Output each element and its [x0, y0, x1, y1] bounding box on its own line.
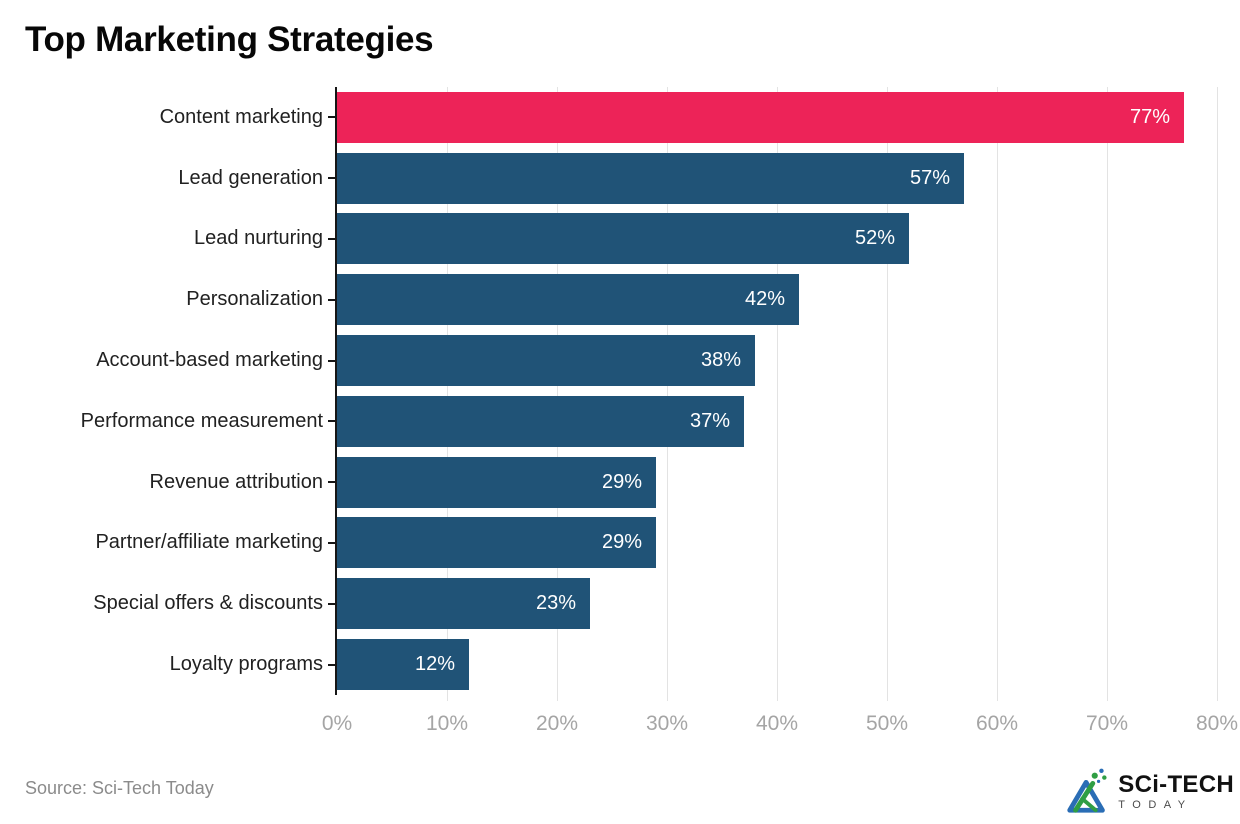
scitech-logo-text: SCi-TECH TODAY	[1118, 773, 1234, 811]
category-label: Lead generation	[178, 166, 323, 189]
category-label: Performance measurement	[80, 409, 323, 432]
x-tick-label: 0%	[321, 712, 353, 735]
source-caption: Source: Sci-Tech Today	[25, 778, 214, 798]
bar: 52%	[337, 213, 909, 265]
bar-row: Personalization 42%	[0, 269, 1217, 330]
x-tick-label: 70%	[1085, 712, 1129, 735]
value-label: 12%	[414, 653, 455, 676]
category-label: Content marketing	[159, 105, 323, 128]
value-label: 37%	[689, 409, 730, 432]
bar-row: Lead generation 57%	[0, 148, 1217, 209]
bar-row: Content marketing 77%	[0, 87, 1217, 148]
bar: 77%	[337, 91, 1184, 143]
bar-row: Loyalty programs 12%	[0, 634, 1217, 695]
x-tick-label: 30%	[645, 712, 689, 735]
y-axis-tick	[328, 177, 335, 180]
plot-grid	[337, 87, 1218, 701]
bar-track: 29%	[337, 452, 1217, 513]
category-label: Partner/affiliate marketing	[95, 531, 323, 554]
bar: 37%	[337, 395, 744, 447]
category-label: Lead nurturing	[194, 227, 323, 250]
bar: 29%	[337, 456, 656, 508]
bar-track: 29%	[337, 513, 1217, 574]
bar-row: Lead nurturing 52%	[0, 209, 1217, 270]
category-label: Special offers & discounts	[93, 592, 323, 615]
gridline	[556, 87, 558, 701]
bar-track: 38%	[337, 330, 1217, 391]
bar-row: Special offers & discounts 23%	[0, 573, 1217, 634]
bar-row: Partner/affiliate marketing 29%	[0, 513, 1217, 574]
value-label: 29%	[601, 470, 642, 493]
bar-track: 42%	[337, 269, 1217, 330]
y-axis-tick	[328, 420, 335, 423]
bar: 38%	[337, 335, 755, 387]
x-tick-label: 40%	[755, 712, 799, 735]
bar-track: 12%	[337, 634, 1217, 695]
bar-track: 23%	[337, 573, 1217, 634]
category-label: Personalization	[186, 288, 323, 311]
y-axis-tick	[328, 481, 335, 484]
bar-track: 37%	[337, 391, 1217, 452]
bar: 57%	[337, 152, 964, 204]
x-tick-label: 80%	[1195, 712, 1239, 735]
y-axis-tick	[328, 663, 335, 666]
category-label: Account-based marketing	[96, 349, 323, 372]
gridline	[996, 87, 998, 701]
value-label: 29%	[601, 531, 642, 554]
bar: 42%	[337, 274, 799, 326]
y-axis-tick	[328, 542, 335, 544]
logo-sub-text: TODAY	[1118, 799, 1193, 811]
bar: 23%	[337, 578, 590, 630]
gridline	[446, 87, 448, 701]
gridline	[886, 87, 888, 701]
bar-track: 77%	[337, 87, 1217, 148]
bar-row: Account-based marketing 38%	[0, 330, 1217, 391]
gridline	[1216, 87, 1218, 701]
bar-track: 57%	[337, 148, 1217, 209]
gridline	[666, 87, 668, 701]
y-axis-line	[335, 87, 337, 695]
bar-chart: Content marketing 77% Lead generation 57% Le…	[0, 87, 1240, 737]
scitech-logo: SCi-TECH TODAY	[1063, 766, 1234, 818]
bar-row: Revenue attribution 29%	[0, 452, 1217, 513]
x-tick-label: 60%	[975, 712, 1019, 735]
x-tick-label: 20%	[535, 712, 579, 735]
y-axis-tick	[328, 116, 335, 119]
bar-rows: Content marketing 77% Lead generation 57% Le…	[0, 87, 1217, 695]
bar-track: 52%	[337, 209, 1217, 270]
y-axis-tick	[328, 298, 335, 301]
x-axis-labels: 0% 10% 20% 30% 40% 50% 60% 70% 80%	[322, 712, 1238, 742]
gridline	[1106, 87, 1108, 701]
value-label: 38%	[700, 349, 741, 372]
value-label: 42%	[744, 288, 785, 311]
value-label: 23%	[535, 592, 576, 615]
y-axis-tick	[328, 359, 335, 362]
x-tick-label: 50%	[865, 712, 909, 735]
scitech-logo-icon	[1067, 768, 1107, 813]
value-label: 52%	[854, 227, 895, 250]
bar-row: Performance measurement 37%	[0, 391, 1217, 452]
y-axis-tick	[328, 238, 335, 240]
chart-title: Top Marketing Strategies	[25, 20, 434, 59]
category-label: Revenue attribution	[149, 470, 323, 493]
category-label: Loyalty programs	[169, 653, 323, 676]
y-axis-tick	[328, 602, 335, 605]
value-label: 77%	[1129, 105, 1170, 128]
x-tick-label: 10%	[425, 712, 469, 735]
bar: 29%	[337, 517, 656, 569]
value-label: 57%	[909, 166, 950, 189]
logo-main-text: SCi-TECH	[1118, 771, 1234, 798]
gridline	[776, 87, 778, 701]
bar: 12%	[337, 639, 469, 691]
